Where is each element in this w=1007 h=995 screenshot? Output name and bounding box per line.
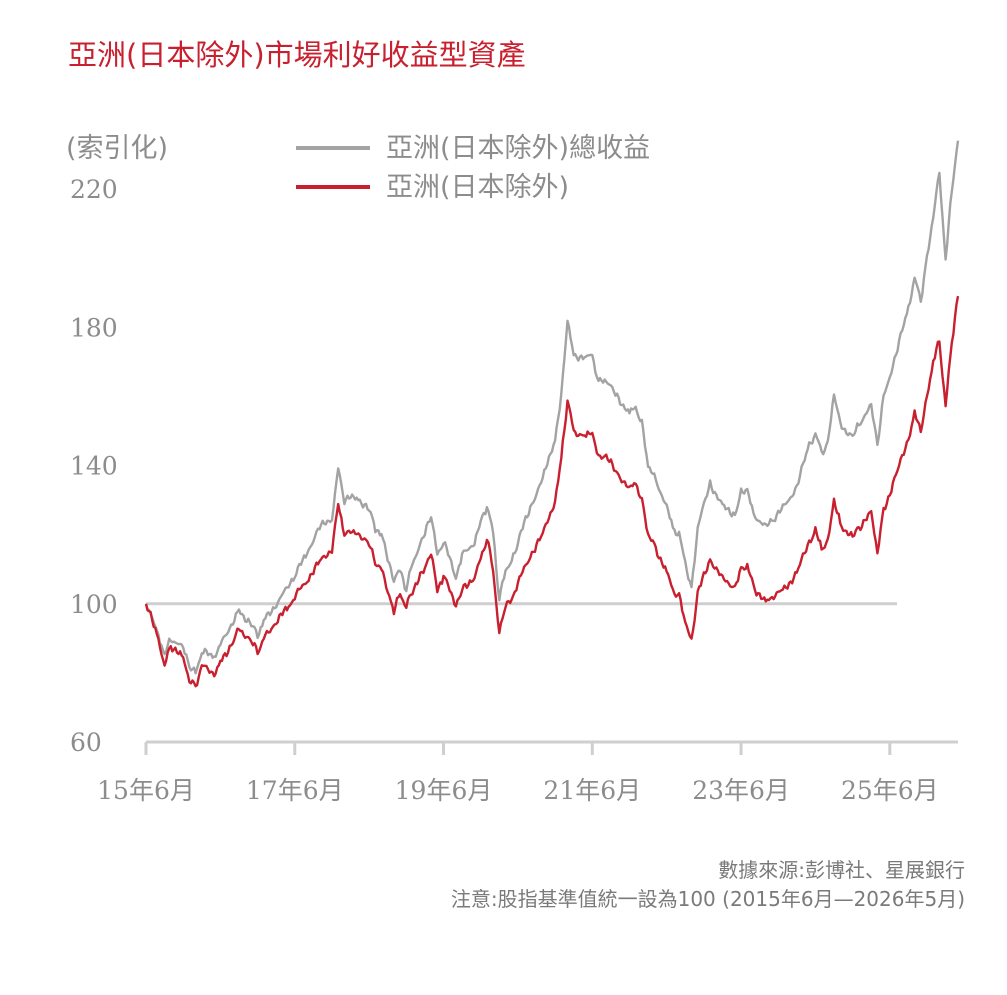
- y-axis: 60 100 140 180 220: [70, 175, 118, 757]
- y-tick-label: 60: [70, 728, 102, 757]
- legend-label-total-return: 亞洲(日本除外)總收益: [386, 133, 650, 164]
- series-line-price: [144, 295, 960, 688]
- x-tick-label: 23年6月: [692, 776, 790, 805]
- source-note: 數據來源:彭博社、星展銀行: [718, 858, 965, 882]
- y-tick-label: 140: [70, 452, 118, 481]
- y-axis-label: (索引化): [66, 133, 168, 164]
- x-tick-label: 25年6月: [841, 776, 939, 805]
- x-tick-label: 21年6月: [543, 776, 641, 805]
- chart-title: 亞洲(日本除外)市場利好收益型資產: [68, 38, 526, 72]
- y-tick-label: 100: [70, 590, 118, 619]
- x-tick-label: 19年6月: [395, 776, 493, 805]
- legend-label-price: 亞洲(日本除外): [386, 172, 569, 203]
- plot-area: [144, 140, 960, 688]
- legend: 亞洲(日本除外)總收益 亞洲(日本除外): [296, 133, 650, 203]
- y-tick-label: 180: [70, 313, 118, 342]
- disclaimer-note: 注意:股指基準值統一設為100 (2015年6月—2026年5月): [451, 887, 965, 911]
- y-tick-label: 220: [70, 175, 118, 204]
- x-tick-label: 17年6月: [246, 776, 344, 805]
- x-tick-label: 15年6月: [97, 776, 195, 805]
- series-line-total-return: [144, 140, 960, 675]
- x-axis: 15年6月 17年6月 19年6月 21年6月 23年6月 25年6月: [97, 740, 958, 805]
